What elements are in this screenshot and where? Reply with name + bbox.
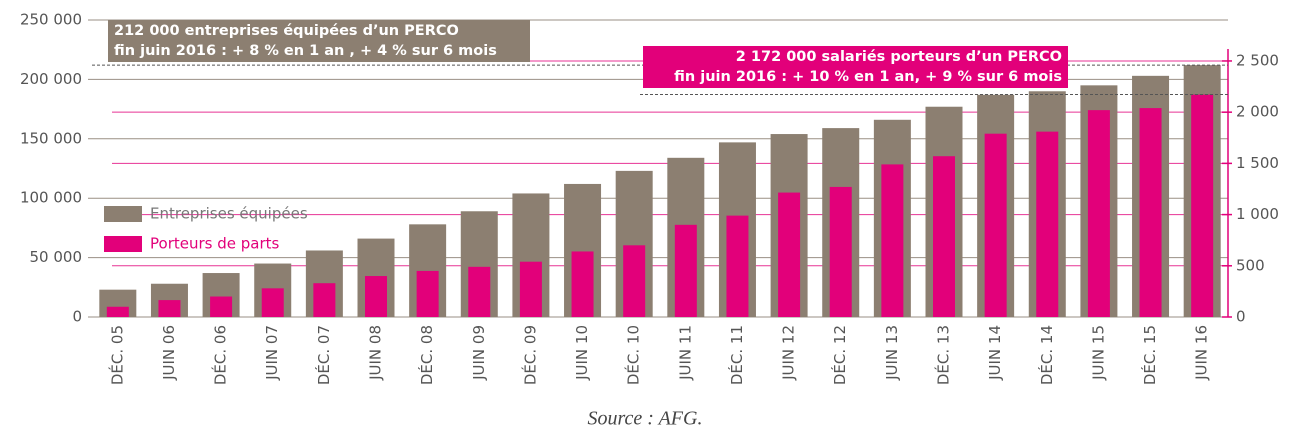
y2-tick-label: 2 000 <box>1236 103 1279 121</box>
x-tick-label: DÉC. 06 <box>211 325 230 385</box>
x-tick-label: DÉC. 08 <box>417 325 436 385</box>
source: Source : AFG. <box>588 408 703 430</box>
bar <box>829 186 852 317</box>
annotation-text: 212 000 entreprises équipées d’un PERCO <box>114 23 459 39</box>
bar <box>519 261 542 317</box>
bar <box>984 133 1007 317</box>
legend-swatch <box>104 236 142 252</box>
bar <box>261 288 284 317</box>
y-tick-label: 250 000 <box>20 11 82 29</box>
x-tick-label: JUIN 10 <box>573 325 591 381</box>
bar <box>1087 110 1110 317</box>
legend-swatch <box>104 206 142 222</box>
y2-tick-label: 0 <box>1236 308 1246 326</box>
y-tick-label: 100 000 <box>20 189 82 207</box>
x-tick-label: DÉC. 14 <box>1037 325 1056 385</box>
bar <box>674 224 697 317</box>
x-tick-label: DÉC. 05 <box>107 325 126 385</box>
x-tick-label: JUIN 11 <box>676 325 694 381</box>
x-tick-label: JUIN 13 <box>883 325 901 381</box>
y-tick-label: 200 000 <box>20 70 82 88</box>
y2-tick-label: 2 500 <box>1236 51 1279 69</box>
x-tick-label: DÉC. 10 <box>624 325 643 385</box>
annotation-box <box>108 20 530 62</box>
x-tick-label: DÉC. 15 <box>1140 325 1159 385</box>
bar <box>881 164 904 317</box>
x-tick-label: DÉC. 13 <box>934 325 953 385</box>
x-tick-label: JUIN 09 <box>470 325 488 381</box>
annotation-text: fin juin 2016 : + 8 % en 1 an , + 4 % su… <box>114 43 497 59</box>
bar <box>571 251 594 317</box>
y-tick-label: 50 000 <box>30 248 83 266</box>
x-tick-label: JUIN 06 <box>160 325 178 381</box>
bar <box>933 156 955 317</box>
x-tick-label: DÉC. 07 <box>314 325 333 385</box>
legend-label: Entreprises équipées <box>150 205 308 223</box>
bar <box>778 192 801 317</box>
x-tick-label: JUIN 14 <box>986 325 1004 381</box>
bar <box>106 306 129 317</box>
bar <box>365 276 387 317</box>
bar <box>1036 131 1059 317</box>
bar <box>623 245 646 317</box>
x-tick-label: JUIN 08 <box>367 325 385 381</box>
y2-tick-label: 1 500 <box>1236 154 1279 172</box>
x-tick-label: JUIN 12 <box>780 325 798 381</box>
y2-tick-label: 1 000 <box>1236 205 1279 223</box>
y-tick-label: 0 <box>72 308 82 326</box>
y2-tick-label: 500 <box>1236 256 1265 274</box>
legend-label: Porteurs de parts <box>150 235 280 253</box>
x-tick-label: JUIN 16 <box>1193 325 1211 381</box>
x-tick-label: DÉC. 09 <box>520 325 539 385</box>
bar <box>726 215 749 317</box>
bar <box>158 300 181 317</box>
bar <box>313 283 336 317</box>
x-tick-label: DÉC. 12 <box>830 325 849 385</box>
bar <box>1139 108 1162 317</box>
annotation-text: fin juin 2016 : + 10 % en 1 an, + 9 % su… <box>674 69 1062 85</box>
bar <box>468 266 491 317</box>
x-tick-label: DÉC. 11 <box>727 325 746 385</box>
annotation-box <box>643 46 1068 88</box>
x-tick-label: JUIN 07 <box>263 325 281 381</box>
bar <box>210 296 233 317</box>
bar <box>416 270 439 317</box>
bar <box>1191 94 1214 317</box>
x-tick-label: JUIN 15 <box>1089 325 1107 381</box>
y-tick-label: 150 000 <box>20 129 82 147</box>
annotation-text: 2 172 000 salariés porteurs d’un PERCO <box>736 49 1062 65</box>
